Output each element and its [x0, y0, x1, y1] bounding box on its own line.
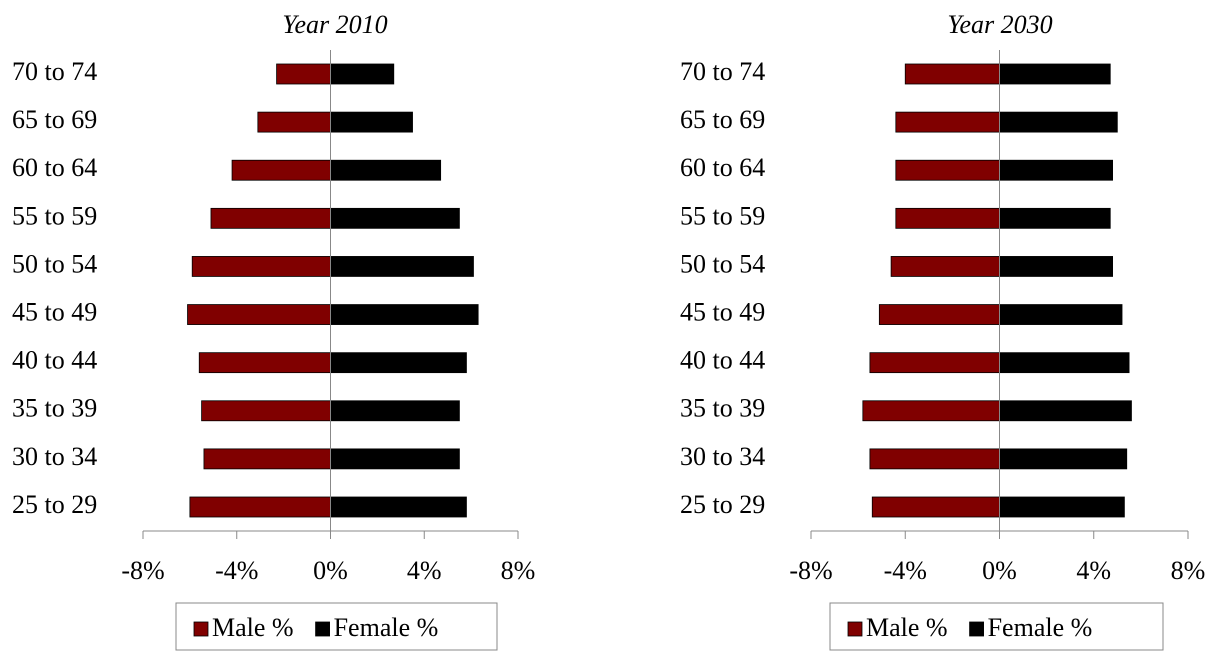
- legend-swatch: [969, 621, 984, 637]
- bar: [999, 448, 1128, 470]
- x-tick-label: 0%: [313, 556, 348, 585]
- bar: [189, 496, 331, 518]
- bar: [187, 304, 331, 325]
- y-tick-label: 70 to 74: [680, 57, 765, 86]
- legend-label: Male %: [866, 613, 948, 642]
- bar: [330, 207, 460, 229]
- bar: [999, 304, 1123, 325]
- x-tick-label: 0%: [982, 556, 1017, 585]
- bar: [330, 304, 479, 325]
- y-tick-label: 50 to 54: [12, 249, 97, 278]
- x-tick-label: 8%: [501, 556, 536, 585]
- x-tick-label: -8%: [121, 556, 164, 585]
- legend-swatch: [847, 621, 863, 637]
- bar: [330, 352, 467, 374]
- x-tick-label: -4%: [215, 556, 258, 585]
- bar: [890, 256, 1000, 277]
- y-tick-label: 45 to 49: [12, 298, 97, 327]
- chart-title: Year 2030: [947, 10, 1052, 39]
- y-tick-label: 30 to 34: [12, 442, 97, 471]
- bar: [198, 352, 331, 374]
- x-tick-label: 4%: [1076, 556, 1111, 585]
- y-tick-label: 70 to 74: [12, 57, 97, 86]
- bar: [203, 448, 331, 470]
- y-tick-label: 45 to 49: [680, 298, 765, 327]
- bar: [999, 352, 1130, 374]
- legend-swatch: [193, 621, 209, 637]
- bar: [895, 207, 1000, 229]
- bar: [210, 207, 331, 229]
- legend-label: Female %: [988, 613, 1093, 642]
- bar: [276, 63, 331, 85]
- y-tick-label: 40 to 44: [680, 346, 765, 375]
- x-tick-label: -4%: [884, 556, 927, 585]
- legend-swatch: [315, 621, 330, 637]
- bar: [330, 63, 395, 85]
- y-tick-label: 65 to 69: [680, 105, 765, 134]
- y-tick-label: 40 to 44: [12, 346, 97, 375]
- bar: [999, 207, 1111, 229]
- x-tick-label: 4%: [407, 556, 442, 585]
- bar: [999, 111, 1118, 133]
- bar: [330, 256, 474, 277]
- bar: [330, 448, 460, 470]
- y-tick-label: 35 to 39: [12, 394, 97, 423]
- bar: [999, 400, 1132, 422]
- y-tick-label: 25 to 29: [680, 490, 765, 519]
- bar: [191, 256, 331, 277]
- y-tick-label: 35 to 39: [680, 394, 765, 423]
- chart-title: Year 2010: [282, 10, 387, 39]
- legend-label: Male %: [212, 613, 294, 642]
- bar: [257, 111, 331, 133]
- bar: [999, 159, 1113, 181]
- bar: [869, 448, 1000, 470]
- bar: [999, 256, 1113, 277]
- bar: [999, 63, 1111, 85]
- bar: [330, 159, 442, 181]
- y-tick-label: 50 to 54: [680, 249, 765, 278]
- bar: [895, 111, 1000, 133]
- bar: [878, 304, 1000, 325]
- x-tick-label: 8%: [1171, 556, 1206, 585]
- bar: [330, 400, 460, 422]
- y-tick-label: 55 to 59: [680, 201, 765, 230]
- legend-label: Female %: [334, 613, 439, 642]
- x-tick-label: -8%: [789, 556, 832, 585]
- bar: [871, 496, 1000, 518]
- y-tick-label: 55 to 59: [12, 201, 97, 230]
- y-tick-label: 25 to 29: [12, 490, 97, 519]
- y-tick-label: 60 to 64: [12, 153, 97, 182]
- legend-box: [829, 602, 1164, 651]
- y-tick-label: 60 to 64: [680, 153, 765, 182]
- bar: [895, 159, 1000, 181]
- bar: [904, 63, 1000, 85]
- bar: [330, 111, 413, 133]
- bar: [862, 400, 1000, 422]
- bar: [330, 496, 467, 518]
- bar: [201, 400, 331, 422]
- y-tick-label: 30 to 34: [680, 442, 765, 471]
- bar: [231, 159, 331, 181]
- legend-box: [175, 602, 498, 651]
- bar: [869, 352, 1000, 374]
- bar: [999, 496, 1125, 518]
- y-tick-label: 65 to 69: [12, 105, 97, 134]
